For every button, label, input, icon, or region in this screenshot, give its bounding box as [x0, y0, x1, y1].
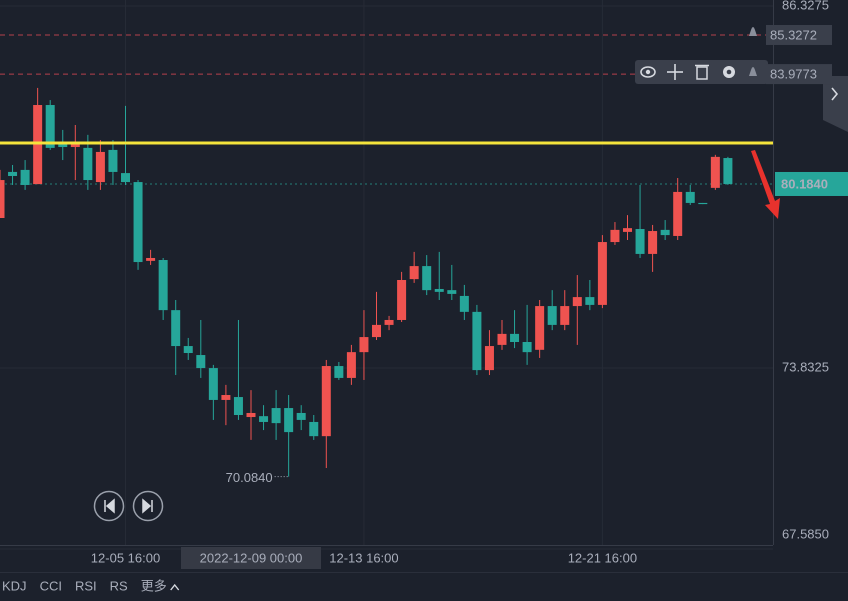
- candle-body: [710, 156, 720, 188]
- y-tick-label: 67.5850: [782, 526, 829, 541]
- bell-icon[interactable]: [749, 67, 757, 76]
- move-icon[interactable]: [667, 64, 683, 80]
- candle-body: [585, 297, 595, 305]
- bell-icon[interactable]: [749, 27, 757, 36]
- alert-label: 85.3272: [770, 27, 817, 42]
- candle-body: [259, 416, 269, 422]
- prev-button[interactable]: [93, 490, 125, 522]
- candle-body: [610, 229, 620, 243]
- candle-body: [183, 346, 193, 354]
- eye-icon[interactable]: [640, 66, 656, 78]
- candle-body: [108, 149, 118, 172]
- candle-body: [572, 297, 582, 307]
- candle-body: [673, 191, 683, 236]
- candle-body: [472, 311, 482, 371]
- candle-body: [510, 333, 520, 342]
- candle-body: [459, 295, 469, 312]
- expand-panel-button[interactable]: [823, 76, 848, 132]
- candle-body: [547, 306, 557, 325]
- x-tick-label: 12-13 16:00: [329, 550, 398, 565]
- alert-label: 83.9773: [770, 67, 817, 82]
- current-price-label: 80.1840: [781, 176, 828, 191]
- candle-body: [372, 324, 381, 338]
- candle-body: [171, 310, 181, 347]
- candle-body: [409, 266, 419, 280]
- candle-body: [334, 366, 344, 378]
- candle-body: [133, 182, 143, 263]
- candle-body: [20, 169, 30, 185]
- candle-body: [8, 171, 18, 176]
- indicator-tab[interactable]: 更多: [141, 578, 167, 593]
- candle-body: [95, 151, 105, 183]
- settings-icon[interactable]: [723, 66, 735, 78]
- x-tick-label: 12-05 16:00: [91, 550, 160, 565]
- x-tick-label: 12-21 16:00: [568, 550, 637, 565]
- candle-body: [685, 191, 695, 203]
- candle-body: [208, 368, 218, 400]
- candle-body: [422, 266, 432, 291]
- candle-body: [635, 229, 645, 254]
- next-button[interactable]: [132, 490, 164, 522]
- y-tick-label: 73.8325: [782, 359, 829, 374]
- candle-body: [158, 260, 168, 311]
- current-price-bg: [775, 171, 848, 196]
- candle-body: [698, 202, 708, 205]
- candle-body: [296, 412, 306, 420]
- indicator-tab[interactable]: KDJ: [2, 578, 27, 593]
- candle-body: [196, 355, 206, 369]
- candle-body: [83, 147, 93, 181]
- candle-body: [648, 231, 658, 254]
- candle-body: [346, 352, 356, 378]
- candle-body: [497, 333, 507, 345]
- candle-body: [146, 257, 156, 261]
- candle-body: [58, 142, 68, 148]
- alert-label-bg: [766, 64, 832, 85]
- indicator-tab[interactable]: CCI: [40, 578, 62, 593]
- indicator-tab[interactable]: RSI: [75, 578, 97, 593]
- crosshair-label-bg: [181, 547, 321, 569]
- candle-body: [447, 290, 457, 294]
- delete-icon[interactable]: [695, 64, 709, 80]
- candle-body: [434, 288, 444, 292]
- x-tick-label: 2022-12-09 00:00: [200, 550, 303, 565]
- candle-body: [535, 306, 545, 350]
- candle-body: [246, 412, 256, 418]
- candle-body: [484, 346, 494, 371]
- drawing-toolbar: [635, 27, 768, 84]
- y-tick-label: 86.3275: [782, 0, 829, 12]
- low-annotation: 70.0840: [226, 470, 273, 485]
- red-arrow: [751, 150, 780, 219]
- alert-label-bg: [766, 24, 832, 45]
- candle-body: [233, 397, 243, 416]
- candle-body: [309, 421, 319, 437]
- candle-body: [522, 341, 532, 353]
- candle-body: [121, 173, 130, 183]
- caret-up-icon: [170, 583, 180, 591]
- candle-body: [271, 408, 281, 424]
- candle-body: [359, 337, 369, 353]
- candle-body: [660, 229, 670, 236]
- toolbar-bg: [635, 60, 768, 84]
- candle-body: [221, 395, 231, 400]
- candle-body: [70, 142, 80, 148]
- candle-body: [45, 105, 55, 148]
- candle-body: [560, 306, 570, 325]
- candle-body: [321, 366, 331, 437]
- candle-body: [0, 180, 5, 218]
- candle-body: [623, 228, 632, 232]
- candle-body: [33, 105, 43, 185]
- plot-area: [0, 34, 773, 477]
- candle-body: [723, 158, 733, 184]
- candle-body: [597, 242, 607, 305]
- candle-body: [384, 319, 394, 325]
- indicator-tab[interactable]: RS: [110, 578, 128, 593]
- candle-body: [397, 279, 407, 320]
- candle-body: [284, 408, 294, 433]
